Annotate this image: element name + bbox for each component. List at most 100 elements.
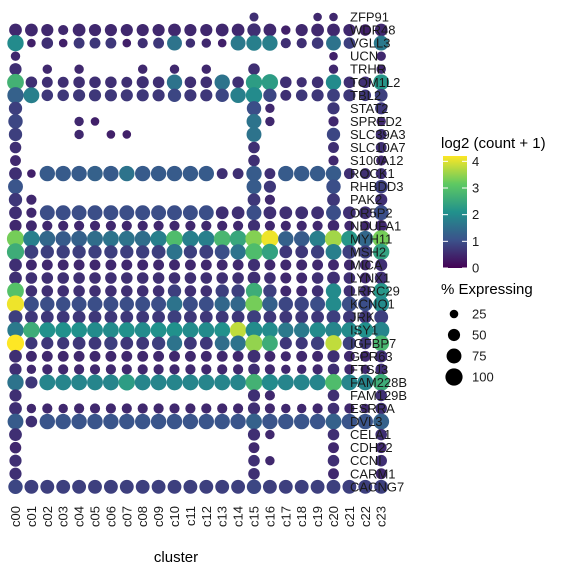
dot-LRRC29-c02 <box>41 285 54 297</box>
dot-TRHR-c02 <box>42 64 53 74</box>
dot-MSH2-c11 <box>183 245 198 259</box>
dot-MICA-c05 <box>89 259 101 271</box>
dot-MYH11-c01 <box>23 230 40 248</box>
dot-CELA1-c20 <box>327 428 340 441</box>
dot-TBL2-c06 <box>104 89 117 102</box>
y-tick-label: CARM1 <box>350 466 396 481</box>
dot-FTSJ3-c10 <box>169 364 180 375</box>
dot-DVL3-c19 <box>309 413 326 430</box>
dot-NDUFA1-c12 <box>201 220 212 231</box>
dot-FTSJ3-c19 <box>312 364 323 375</box>
dot-LYNX1-c18 <box>296 272 308 284</box>
dot-OR5P2-c07 <box>119 205 135 221</box>
dot-CCNI-c16 <box>265 455 275 466</box>
dot-ISY1-c03 <box>55 322 72 339</box>
dot-CACNG7-c16 <box>262 479 277 494</box>
y-tick-label: LRRC29 <box>350 284 400 299</box>
dot-LYNX1-c05 <box>89 272 101 284</box>
color-legend-tick-label: 4 <box>472 154 479 169</box>
dot-SPRED2-c04 <box>74 116 84 127</box>
color-legend-tick-label: 0 <box>472 261 479 276</box>
dot-DVL3-c04 <box>71 413 87 430</box>
dot-ISY1-c16 <box>261 322 278 339</box>
dot-TRHR-c04 <box>74 64 84 74</box>
dot-VGLL3-c21 <box>343 37 356 49</box>
dot-ROCK1-c16 <box>264 168 276 180</box>
x-tick-label: c09 <box>151 506 166 527</box>
dot-CACNG7-c09 <box>151 479 166 494</box>
dot-WDR48-c12 <box>200 23 213 37</box>
dot-LRRC29-c22 <box>359 285 372 297</box>
dot-NDUFA1-c07 <box>121 220 132 231</box>
dot-VGLL3-c03 <box>58 38 68 48</box>
dot-WDR48-c00 <box>9 23 22 37</box>
dot-OR5P2-c23 <box>373 205 389 221</box>
dot-JRK-c11 <box>184 310 197 324</box>
dot-STAT2-c16 <box>265 103 275 114</box>
dot-KCNQ1-c15 <box>245 295 263 313</box>
dot-TOM1L2-c20 <box>325 74 342 90</box>
dot-FAM228B-c21 <box>341 374 358 391</box>
dot-MICA-c09 <box>153 259 165 271</box>
dot-FAM228B-c15 <box>245 374 263 391</box>
dot-MSH2-c06 <box>104 245 118 259</box>
dot-VGLL3-c01 <box>27 38 36 48</box>
dot-MYH11-c19 <box>309 230 326 248</box>
dot-OR5P2-c17 <box>279 206 293 220</box>
color-legend: log2 (count + 1) 0 1 2 3 4 <box>441 135 546 276</box>
dot-GPR63-c07 <box>121 350 133 362</box>
dot-ROCK1-c03 <box>55 165 71 182</box>
dot-MICA-c08 <box>137 259 149 271</box>
dot-ROCK1-c17 <box>278 165 294 182</box>
dot-MSH2-c14 <box>230 244 246 260</box>
dot-KCNQ1-c10 <box>166 296 183 313</box>
dot-FAM228B-c18 <box>293 374 310 391</box>
dot-MSH2-c15 <box>245 243 263 261</box>
dot-DVL3-c11 <box>182 413 199 430</box>
dot-FTSJ3-c13 <box>217 364 228 375</box>
dot-WDR48-c08 <box>136 23 149 37</box>
dot-TOM1L2-c09 <box>152 76 165 89</box>
dot-UCN-c20 <box>329 51 338 61</box>
dot-IGFBP7-c11 <box>184 336 197 350</box>
dot-MSH2-c05 <box>88 245 102 259</box>
dot-GPR63-c19 <box>312 350 324 362</box>
dot-JRK-c03 <box>56 310 70 324</box>
dot-ROCK1-c13 <box>216 168 228 180</box>
dot-MYH11-c06 <box>102 230 119 247</box>
dot-ESRRA-c01 <box>26 403 37 414</box>
dot-KCNQ1-c14 <box>230 296 246 312</box>
dot-RHBDD3-c23 <box>374 179 388 194</box>
color-legend-title: log2 (count + 1) <box>441 135 546 152</box>
dot-S100A12-c00 <box>10 155 21 166</box>
dot-SLC39A3-c20 <box>326 127 341 142</box>
dot-JRK-c23 <box>374 310 389 325</box>
dot-FAM129B-c23 <box>375 389 387 402</box>
dot-LRRC29-c00 <box>7 282 24 300</box>
dot-MSH2-c08 <box>136 245 150 259</box>
dot-ROCK1-c22 <box>359 168 371 180</box>
x-tick-label: c04 <box>72 506 87 527</box>
dot-WDR48-c05 <box>88 23 102 37</box>
dot-ISY1-c11 <box>182 322 199 339</box>
dot-MYH11-c22 <box>357 230 374 247</box>
dot-FAM228B-c19 <box>309 374 326 391</box>
dot-GPR63-c22 <box>359 350 371 362</box>
dot-ROCK1-c11 <box>182 165 199 182</box>
dot-FAM228B-c16 <box>261 374 279 391</box>
dot-NDUFA1-c06 <box>105 220 116 231</box>
dot-LRRC29-c09 <box>152 285 165 297</box>
dot-LRRC29-c21 <box>343 285 356 297</box>
dot-FTSJ3-c03 <box>58 364 69 375</box>
dot-JRK-c12 <box>199 310 213 324</box>
dot-KCNQ1-c22 <box>358 296 373 312</box>
y-tick-label: MSH2 <box>350 244 386 259</box>
dot-ROCK1-c05 <box>87 165 103 182</box>
dot-CARM1-c15 <box>248 467 260 480</box>
y-axis-tick-labels: ZFP91WDR48VGLL3UCNTRHRTOM1L2TBL2STAT2SPR… <box>350 10 407 495</box>
dot-ISY1-c09 <box>150 322 167 339</box>
dot-LRRC29-c18 <box>296 285 308 297</box>
dot-TBL2-c12 <box>200 89 213 102</box>
dot-VGLL3-c20 <box>326 35 341 51</box>
dot-CACNG7-c12 <box>199 479 214 494</box>
